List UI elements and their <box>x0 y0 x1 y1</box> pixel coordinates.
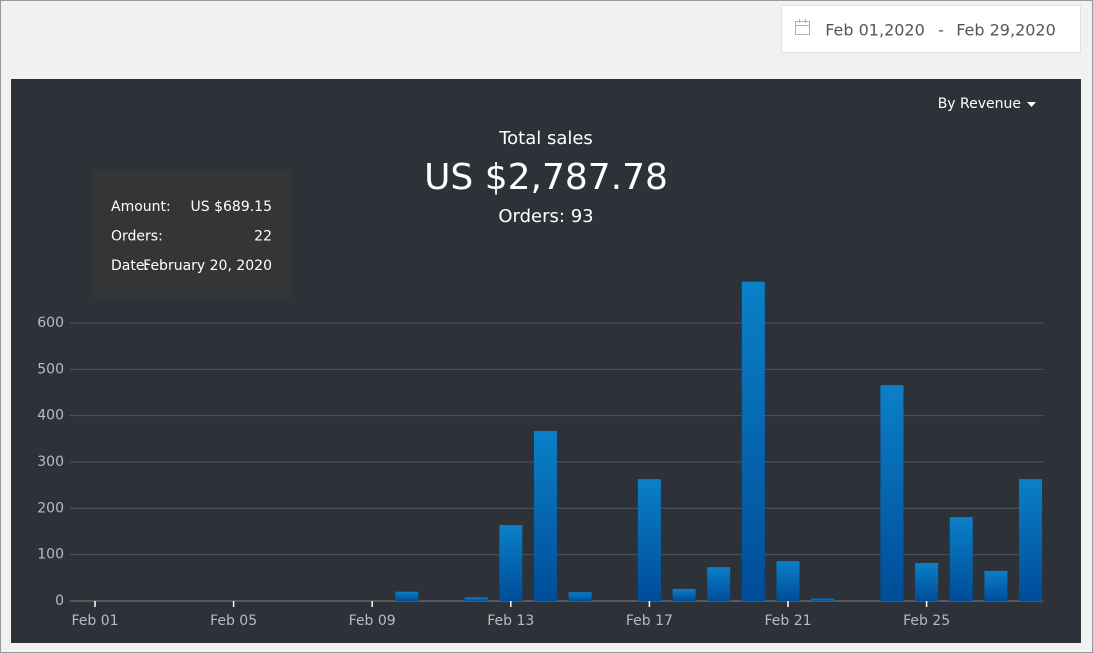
x-tick-label: Feb 05 <box>210 613 257 629</box>
bar <box>637 479 661 601</box>
calendar-icon <box>795 19 810 35</box>
bar <box>811 598 835 601</box>
x-tick-label: Feb 21 <box>764 613 811 629</box>
summary-orders: Orders: 93 <box>498 206 593 227</box>
x-tick-label: Feb 25 <box>903 613 950 629</box>
date-separator: - <box>938 21 944 40</box>
x-tick-label: Feb 17 <box>626 613 673 629</box>
date-range-picker[interactable] <box>781 5 1081 53</box>
bar <box>568 592 592 601</box>
tooltip-value: 22 <box>254 229 272 245</box>
bar <box>1019 479 1043 601</box>
bar <box>984 570 1008 601</box>
date-start: Feb 01,2020 <box>825 21 925 40</box>
y-tick-label: 300 <box>37 454 64 470</box>
bar <box>533 430 557 601</box>
bar <box>499 525 523 601</box>
tooltip-label: Amount: <box>111 199 171 215</box>
bar <box>672 588 696 601</box>
bar <box>464 597 488 601</box>
tooltip-label: Date: <box>111 258 149 274</box>
x-tick-label: Feb 01 <box>71 613 118 629</box>
tooltip-rows: Amount: US $689.15 Orders: 22 Date:February … <box>111 199 272 274</box>
tooltip-label: Orders: <box>111 229 163 245</box>
bar <box>395 591 419 601</box>
tooltip-value: US $689.15 <box>191 199 272 215</box>
summary-total: US $2,787.78 <box>424 157 668 198</box>
y-tick-label: 600 <box>37 315 64 331</box>
plot: 0 100 200 300 400 500 600 Feb 01 Feb 05 Feb 09 Feb… <box>37 281 1043 629</box>
bar <box>880 385 904 601</box>
dropdown[interactable]: By Revenue <box>938 96 1021 112</box>
bar <box>776 561 800 601</box>
x-tick-label: Feb 09 <box>349 613 396 629</box>
tooltip <box>93 170 291 299</box>
y-tick-label: 400 <box>37 408 64 424</box>
y-tick-label: 100 <box>37 547 64 563</box>
date-end: Feb 29,2020 <box>956 21 1056 40</box>
bar <box>949 517 973 601</box>
x-tick-label: Feb 13 <box>487 613 534 629</box>
bar <box>707 567 731 601</box>
y-tick-label: 500 <box>37 361 64 377</box>
y-tick-label: 200 <box>37 500 64 516</box>
summary-title: Total sales <box>498 128 593 149</box>
bar <box>741 281 765 601</box>
dropdown-arrow[interactable] <box>1027 102 1036 107</box>
tooltip-value: February 20, 2020 <box>143 258 272 274</box>
y-tick-label: 0 <box>55 593 64 609</box>
bar <box>915 563 939 601</box>
